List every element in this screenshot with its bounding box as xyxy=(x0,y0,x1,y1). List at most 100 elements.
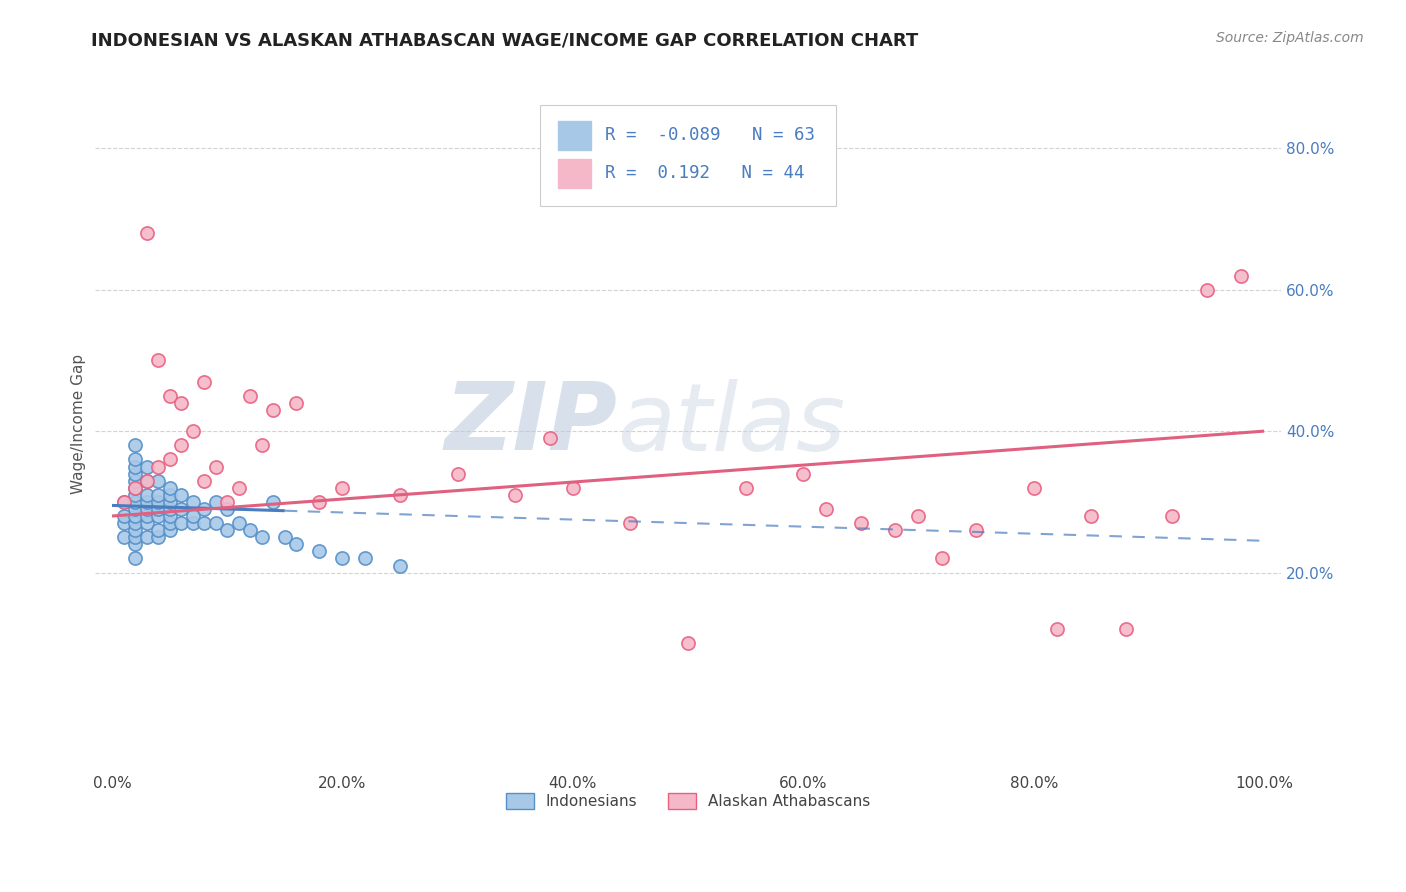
Point xyxy=(170,438,193,452)
Point xyxy=(135,502,157,516)
FancyBboxPatch shape xyxy=(540,105,837,206)
Point xyxy=(135,459,157,474)
Point xyxy=(931,551,953,566)
Point xyxy=(907,509,929,524)
Text: INDONESIAN VS ALASKAN ATHABASCAN WAGE/INCOME GAP CORRELATION CHART: INDONESIAN VS ALASKAN ATHABASCAN WAGE/IN… xyxy=(91,31,918,49)
Point xyxy=(181,509,204,524)
Point xyxy=(1161,509,1184,524)
Point xyxy=(159,488,181,502)
Point xyxy=(228,516,250,530)
Point xyxy=(135,474,157,488)
Point xyxy=(135,226,157,240)
Point xyxy=(792,467,814,481)
Text: R =  0.192   N = 44: R = 0.192 N = 44 xyxy=(605,164,804,182)
Point xyxy=(204,459,226,474)
Point xyxy=(170,488,193,502)
Point xyxy=(193,474,215,488)
Point xyxy=(124,516,146,530)
Point xyxy=(112,509,135,524)
Point xyxy=(250,530,273,544)
FancyBboxPatch shape xyxy=(558,160,591,188)
Point xyxy=(228,481,250,495)
Point xyxy=(1115,622,1137,636)
Point xyxy=(159,452,181,467)
Point xyxy=(124,551,146,566)
Point xyxy=(181,495,204,509)
Point xyxy=(124,481,146,495)
Point xyxy=(1080,509,1102,524)
Point xyxy=(159,502,181,516)
Point xyxy=(159,389,181,403)
Point xyxy=(170,502,193,516)
Point xyxy=(1195,283,1218,297)
Text: atlas: atlas xyxy=(617,378,845,469)
Point xyxy=(135,488,157,502)
Point xyxy=(124,474,146,488)
Point xyxy=(354,551,377,566)
Point xyxy=(262,403,284,417)
Point xyxy=(1046,622,1069,636)
Point xyxy=(135,516,157,530)
Point xyxy=(124,452,146,467)
Point xyxy=(446,467,468,481)
Point xyxy=(112,495,135,509)
Point xyxy=(159,495,181,509)
Point xyxy=(503,488,526,502)
Point xyxy=(965,523,987,537)
Point xyxy=(1022,481,1045,495)
Point xyxy=(308,495,330,509)
Point xyxy=(217,495,239,509)
Point xyxy=(124,438,146,452)
Point xyxy=(159,481,181,495)
Point xyxy=(146,488,169,502)
Point xyxy=(170,516,193,530)
Point xyxy=(538,431,561,445)
Point xyxy=(135,530,157,544)
Point xyxy=(124,530,146,544)
Point xyxy=(193,375,215,389)
Point xyxy=(146,502,169,516)
Point xyxy=(193,502,215,516)
Point xyxy=(135,495,157,509)
Point xyxy=(146,523,169,537)
Point xyxy=(262,495,284,509)
Point xyxy=(112,516,135,530)
Point xyxy=(204,495,226,509)
Text: Source: ZipAtlas.com: Source: ZipAtlas.com xyxy=(1216,31,1364,45)
Point xyxy=(332,481,354,495)
Point xyxy=(124,495,146,509)
Point xyxy=(146,530,169,544)
Point xyxy=(389,558,412,573)
Point xyxy=(124,488,146,502)
Point xyxy=(849,516,872,530)
Point xyxy=(274,530,297,544)
Point xyxy=(239,389,262,403)
Y-axis label: Wage/Income Gap: Wage/Income Gap xyxy=(72,354,86,494)
Text: R =  -0.089   N = 63: R = -0.089 N = 63 xyxy=(605,126,815,144)
Point xyxy=(285,396,308,410)
Point xyxy=(124,509,146,524)
Point xyxy=(135,509,157,524)
Text: ZIP: ZIP xyxy=(444,378,617,470)
Point xyxy=(239,523,262,537)
Point xyxy=(561,481,583,495)
Point xyxy=(181,424,204,438)
Point xyxy=(146,509,169,524)
Point xyxy=(332,551,354,566)
Point xyxy=(815,502,838,516)
Point xyxy=(124,481,146,495)
Point xyxy=(159,523,181,537)
Point xyxy=(159,516,181,530)
Point xyxy=(146,459,169,474)
Point xyxy=(193,516,215,530)
Point xyxy=(1230,268,1253,283)
Point xyxy=(124,537,146,551)
Point xyxy=(124,459,146,474)
Point xyxy=(734,481,756,495)
Point xyxy=(146,495,169,509)
Point xyxy=(389,488,412,502)
Point xyxy=(285,537,308,551)
Point xyxy=(124,467,146,481)
Point xyxy=(308,544,330,558)
Point xyxy=(124,523,146,537)
